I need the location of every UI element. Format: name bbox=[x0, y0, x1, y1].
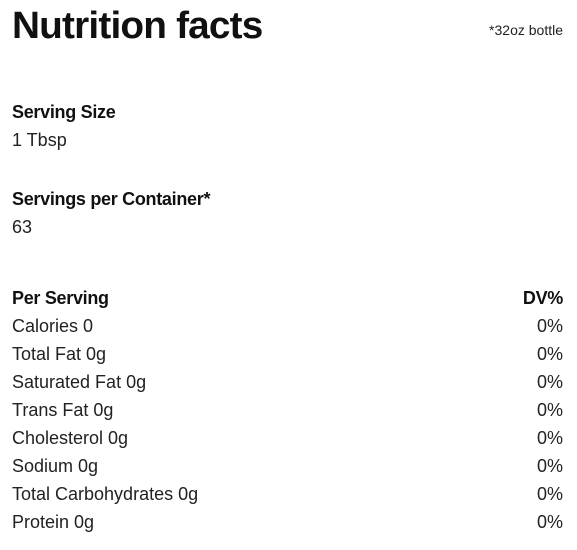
nutrient-name: Total Fat 0g bbox=[12, 343, 107, 364]
nutrient-dv: 0% bbox=[536, 315, 563, 336]
table-row: Protein 0g 0% bbox=[12, 508, 563, 536]
table-row: Total Carbohydrates 0g 0% bbox=[12, 480, 563, 508]
table-row: Trans Fat 0g 0% bbox=[12, 396, 563, 424]
table-row: Total Fat 0g 0% bbox=[12, 340, 563, 368]
nutrient-name: Saturated Fat 0g bbox=[12, 371, 147, 392]
nutrient-name: Total Carbohydrates 0g bbox=[12, 483, 199, 504]
nutrient-dv: 0% bbox=[536, 455, 563, 476]
nutrient-dv: 0% bbox=[536, 511, 563, 532]
serving-size-label: Serving Size bbox=[12, 102, 116, 122]
nutrition-table-header: Per Serving DV% bbox=[12, 284, 563, 312]
nutrient-name: Sodium 0g bbox=[12, 455, 99, 476]
page-title: Nutrition facts bbox=[12, 5, 263, 47]
per-serving-header: Per Serving bbox=[12, 287, 109, 308]
dv-header: DV% bbox=[522, 287, 563, 308]
table-row: Calories 0 0% bbox=[12, 312, 563, 340]
nutrient-dv: 0% bbox=[536, 483, 563, 504]
table-row: Saturated Fat 0g 0% bbox=[12, 368, 563, 396]
serving-size-value: 1 Tbsp bbox=[12, 130, 67, 150]
bottle-size-note: *32oz bottle bbox=[489, 22, 563, 38]
nutrient-name: Cholesterol 0g bbox=[12, 427, 129, 448]
serving-size-section: Serving Size 1 Tbsp bbox=[12, 101, 116, 151]
nutrition-table: Per Serving DV% Calories 0 0% Total Fat … bbox=[12, 284, 563, 536]
nutrient-name: Calories 0 bbox=[12, 315, 94, 336]
nutrient-dv: 0% bbox=[536, 399, 563, 420]
nutrient-dv: 0% bbox=[536, 427, 563, 448]
nutrient-dv: 0% bbox=[536, 371, 563, 392]
nutrient-name: Protein 0g bbox=[12, 511, 95, 532]
table-row: Sodium 0g 0% bbox=[12, 452, 563, 480]
header: Nutrition facts *32oz bottle bbox=[12, 4, 563, 48]
nutrient-dv: 0% bbox=[536, 343, 563, 364]
servings-per-container-value: 63 bbox=[12, 217, 33, 237]
nutrient-name: Trans Fat 0g bbox=[12, 399, 114, 420]
servings-per-container-section: Servings per Container* 63 bbox=[12, 188, 210, 238]
servings-per-container-label: Servings per Container* bbox=[12, 189, 211, 209]
table-row: Cholesterol 0g 0% bbox=[12, 424, 563, 452]
